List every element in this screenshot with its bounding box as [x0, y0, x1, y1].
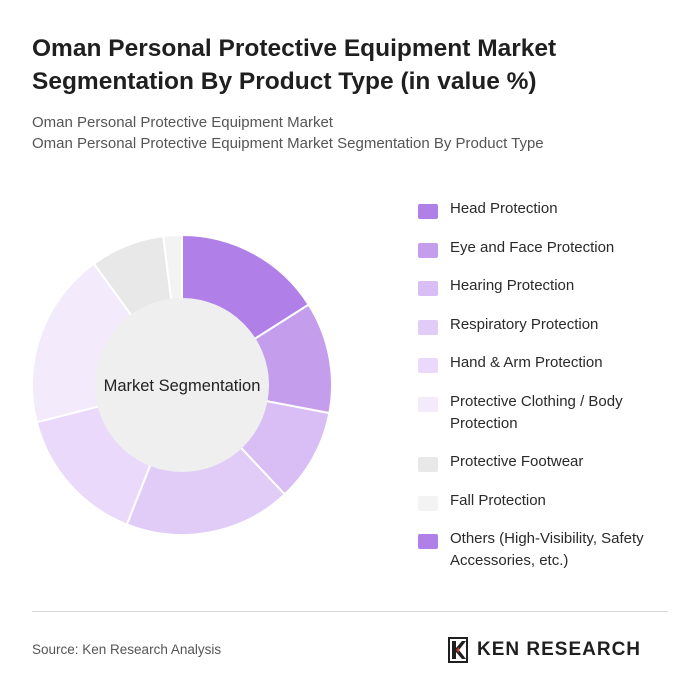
donut-center-label: Market Segmentation	[104, 377, 261, 395]
legend-item: Others (High-Visibility, Safety Accessor…	[418, 528, 678, 572]
legend-swatch	[418, 358, 438, 373]
brand-logo: KEN RESEARCH	[447, 636, 641, 664]
legend-item: Hearing Protection	[418, 275, 678, 297]
chart-legend: Head Protection Eye and Face Protection He…	[418, 198, 678, 589]
donut-center-disc	[95, 298, 269, 472]
legend-label: Fall Protection	[450, 491, 546, 509]
chart-title: Oman Personal Protective Equipment Marke…	[32, 35, 557, 95]
legend-swatch	[418, 319, 438, 335]
legend-label: Others (High-Visibility, Safety Accessor…	[450, 530, 644, 569]
legend-item: Head Protection	[418, 198, 678, 220]
brand-name: KEN RESEARCH	[477, 639, 642, 660]
legend-item: Protective Footwear	[418, 451, 678, 473]
donut-chart: Market Segmentation	[31, 233, 333, 536]
legend-label: Protective Clothing / Body Protection	[450, 392, 623, 432]
legend-label: Hand & Arm Protection	[450, 354, 603, 371]
legend-item: Hand & Arm Protection	[418, 352, 678, 374]
legend-item: Fall Protection	[418, 490, 678, 512]
legend-swatch	[418, 281, 438, 296]
legend-swatch	[418, 396, 438, 412]
footer-divider	[32, 611, 668, 612]
legend-item: Eye and Face Protection	[418, 237, 678, 259]
chart-subtitle: Oman Personal Protective Equipment Marke…	[32, 112, 672, 154]
legend-swatch	[418, 534, 438, 549]
legend-swatch	[418, 495, 438, 511]
legend-label: Head Protection	[450, 200, 558, 217]
source-note: Source: Ken Research Analysis	[32, 642, 222, 657]
legend-swatch	[418, 457, 438, 472]
subtitle-line-2: Oman Personal Protective Equipment Marke…	[32, 135, 544, 152]
legend-label: Respiratory Protection	[450, 315, 599, 333]
legend-swatch	[418, 204, 438, 219]
legend-label: Protective Footwear	[450, 453, 584, 470]
legend-label: Hearing Protection	[450, 277, 575, 294]
subtitle-line-1: Oman Personal Protective Equipment Marke…	[32, 114, 333, 131]
legend-swatch	[418, 242, 438, 258]
legend-item: Protective Clothing / Body Protection	[418, 391, 678, 435]
ken-research-logo-icon	[448, 637, 468, 663]
legend-label: Eye and Face Protection	[450, 238, 615, 256]
legend-item: Respiratory Protection	[418, 314, 678, 336]
